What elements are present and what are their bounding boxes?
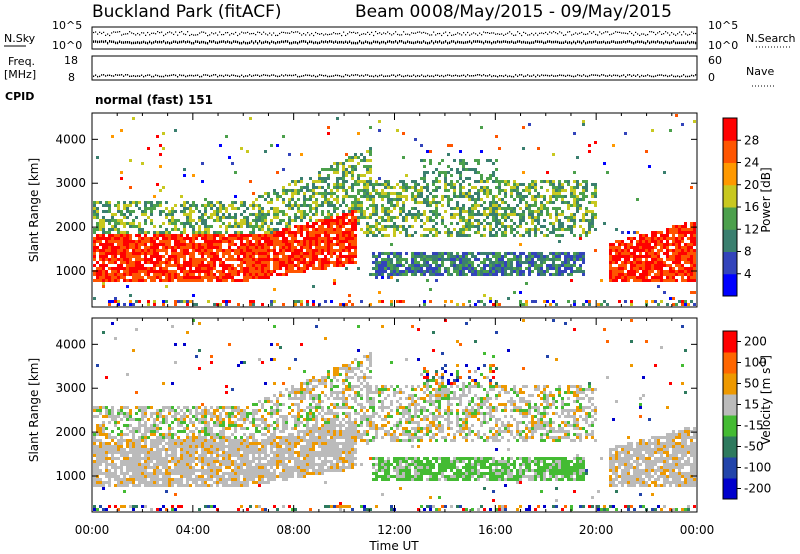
y-tick-label: 2000 (55, 425, 86, 439)
velocity-colorbar-label: Velocity [m s-1] (758, 355, 773, 445)
power-x-axis (91, 113, 698, 307)
colorbar-segment (723, 436, 737, 458)
colorbar-segment (723, 140, 737, 163)
colorbar-segment (723, 273, 737, 297)
date-range: 08/May/2015 - 09/May/2015 (432, 2, 672, 22)
freq-top-tick: 18 (64, 54, 78, 67)
colorbar-segment (723, 331, 737, 353)
colorbar-segment (723, 352, 737, 374)
x-tick-label: 16:00 (478, 523, 513, 537)
colorbar-tick-label: 100 (744, 356, 767, 370)
noise-panel: N.Sky 10^5 10^0 10^5 10^0 N.Search (4, 19, 796, 52)
colorbar-tick-label: 24 (744, 156, 759, 170)
y-tick-label: 1000 (55, 469, 86, 483)
frequency-panel: Freq. [MHz] 18 8 60 0 Nave (4, 54, 775, 87)
power-heatmap (93, 114, 696, 306)
colorbar-segment (723, 478, 737, 500)
colorbar-segment (723, 207, 737, 230)
nsearch-label: N.Search (746, 32, 796, 45)
noise-trace (93, 31, 697, 45)
colorbar-segment (723, 251, 737, 275)
x-tick-label: 00:00 (680, 523, 715, 537)
freq-label: Freq. (8, 55, 35, 68)
nave-top-tick: 60 (708, 54, 722, 67)
colorbar-tick-label: -50 (744, 440, 764, 454)
station-title: Buckland Park (fitACF) (92, 2, 282, 22)
colorbar-tick-label: 20 (744, 178, 759, 192)
nsky-top-tick: 10^5 (52, 19, 82, 32)
cpid-label: CPID (5, 90, 34, 103)
colorbar-segment (723, 457, 737, 479)
power-panel: 1000 2000 3000 4000 Slant Range [km] 4 8 12 16… (27, 112, 773, 308)
power-y-axis: 1000 2000 3000 4000 (55, 132, 697, 278)
x-tick-label: 20:00 (579, 523, 614, 537)
y-tick-label: 3000 (55, 176, 86, 190)
freq-bottom-tick: 8 (68, 71, 75, 84)
colorbar-tick-label: 15 (744, 398, 759, 412)
x-tick-label: 12:00 (377, 523, 412, 537)
colorbar-tick-label: 28 (744, 133, 759, 147)
velocity-x-axis (91, 318, 698, 512)
time-axis-labels: 00:00 04:00 08:00 12:00 16:00 20:00 00:00 (75, 523, 715, 537)
colorbar-segment (723, 229, 737, 252)
colorbar-tick-label: 200 (744, 335, 767, 349)
colorbar-segment (723, 394, 737, 416)
colorbar-segment (723, 162, 737, 186)
colorbar-segment (723, 118, 737, 141)
nave-bottom-tick: 0 (708, 71, 715, 84)
x-tick-label: 08:00 (276, 523, 311, 537)
frequency-trace (93, 74, 697, 78)
nsearch-bottom-tick: 10^0 (708, 39, 738, 52)
colorbar-tick-label: -100 (744, 461, 771, 475)
power-colorbar: 4 8 12 16 20 24 28 (722, 117, 759, 297)
cpid-value: normal (fast) 151 (95, 93, 213, 107)
colorbar-segment (723, 373, 737, 395)
y-tick-label: 3000 (55, 381, 86, 395)
colorbar-tick-label: 16 (744, 200, 759, 214)
colorbar-tick-label: 4 (744, 267, 752, 281)
nave-label: Nave (746, 65, 774, 78)
velocity-heatmap (93, 319, 696, 511)
colorbar-segment (723, 184, 737, 208)
x-tick-label: 00:00 (75, 523, 110, 537)
y-tick-label: 2000 (55, 220, 86, 234)
nsky-bottom-tick: 10^0 (52, 39, 82, 52)
velocity-colorbar: 200 100 50 15 -15 -50 -100 -200 (722, 330, 771, 500)
velocity-y-label: Slant Range [km] (27, 358, 41, 462)
y-tick-label: 4000 (55, 132, 86, 146)
nsearch-top-tick: 10^5 (708, 19, 738, 32)
colorbar-tick-label: 8 (744, 245, 752, 259)
x-tick-label: 04:00 (176, 523, 211, 537)
power-y-label: Slant Range [km] (27, 158, 41, 262)
velocity-panel: 1000 2000 3000 4000 Slant Range [km] 200 100… (27, 317, 773, 513)
y-tick-label: 4000 (55, 337, 86, 351)
colorbar-tick-label: -15 (744, 419, 764, 433)
colorbar-tick-label: 50 (744, 377, 759, 391)
colorbar-tick-label: 12 (744, 222, 759, 236)
velocity-y-axis: 1000 2000 3000 4000 (55, 337, 697, 483)
y-tick-label: 1000 (55, 264, 86, 278)
colorbar-tick-label: -200 (744, 482, 771, 496)
freq-unit-label: [MHz] (4, 68, 36, 81)
beam-label: Beam 00 (355, 2, 431, 22)
nsky-label: N.Sky (4, 32, 36, 45)
power-colorbar-label: Power [dB] (759, 167, 773, 232)
colorbar-segment (723, 415, 737, 437)
time-axis-title: Time UT (368, 539, 419, 553)
